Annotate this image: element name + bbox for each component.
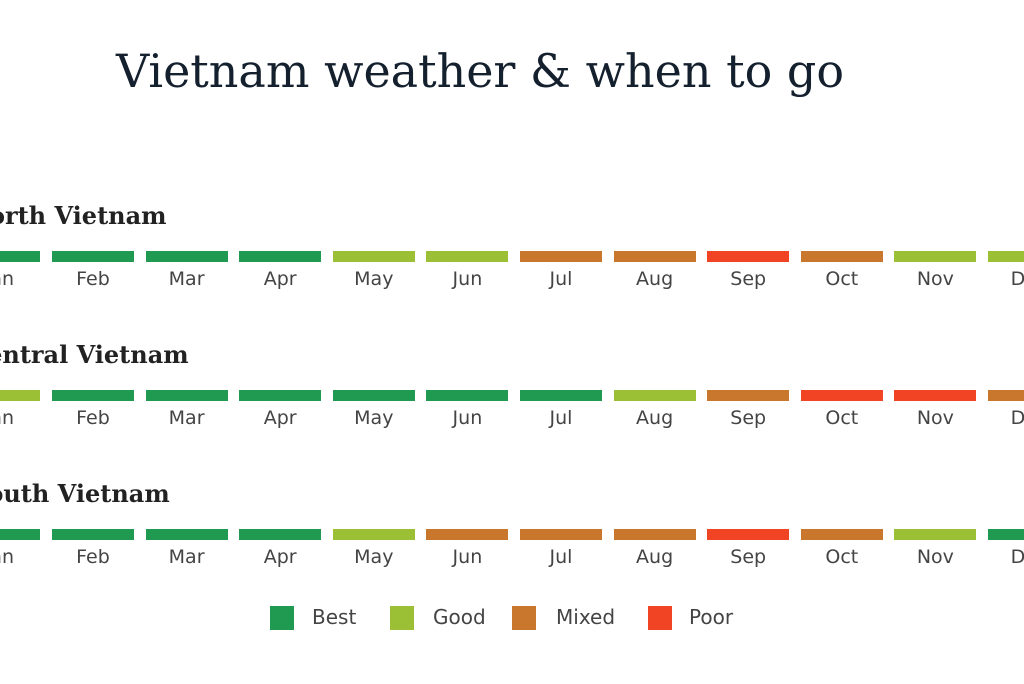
month-label: Jun [452,407,483,429]
rating-bar [52,529,134,540]
month-label: Mar [168,268,205,290]
legend-label: Poor [689,605,734,629]
month-label: Nov [916,546,954,568]
rating-bar [239,390,322,401]
month-label: May [354,407,394,429]
month-label: Sep [730,268,767,290]
rating-bar [52,251,134,262]
month-label: Oct [825,546,859,568]
month-label: Nov [916,407,954,429]
region-heading: South Vietnam [0,479,170,508]
rating-bar [332,529,415,540]
month-label: Jan [0,407,15,429]
month-label: Jan [0,546,15,568]
rating-bar [894,251,977,262]
rating-bar [52,390,134,401]
month-label: May [354,268,394,290]
rating-bar [145,251,228,262]
month-label: Feb [76,407,110,429]
rating-bar [520,251,602,262]
rating-bar [0,251,41,262]
month-label: Aug [636,546,674,568]
legend-label: Mixed [556,605,616,629]
month-label: Feb [76,546,110,568]
month-label: Aug [636,268,674,290]
rating-bar [613,529,696,540]
rating-bar [145,529,228,540]
rating-bar [988,390,1024,401]
legend-swatch [648,606,672,630]
page-title: Vietnam weather & when to go [115,44,845,98]
month-label: Mar [168,546,205,568]
month-label: Jun [452,268,483,290]
month-label: Apr [263,268,297,290]
month-label: Dec [1010,546,1024,568]
rating-bar [426,251,509,262]
month-label: Apr [263,546,297,568]
rating-bar [332,390,415,401]
rating-bar [332,251,415,262]
month-label: May [354,546,394,568]
month-label: Jul [549,407,573,429]
rating-bar [0,390,41,401]
rating-bar [520,390,602,401]
month-label: Oct [825,268,859,290]
month-label: Aug [636,407,674,429]
rating-bar [426,390,509,401]
month-label: Apr [263,407,297,429]
rating-bar [707,390,790,401]
month-label: Jun [452,546,483,568]
rating-bar [145,390,228,401]
rating-bar [239,529,322,540]
rating-bar [239,251,322,262]
rating-bar [520,529,602,540]
region-heading: Central Vietnam [0,340,189,369]
month-label: Dec [1010,268,1024,290]
rating-bar [613,390,696,401]
month-label: Jul [549,268,573,290]
month-label: Feb [76,268,110,290]
month-label: Sep [730,546,767,568]
legend-swatch [512,606,536,630]
rating-bar [707,251,790,262]
month-label: Jan [0,268,15,290]
legend-swatch [270,606,294,630]
rating-bar [800,529,883,540]
rating-bar [0,529,41,540]
rating-bar [894,390,977,401]
region-heading: North Vietnam [0,201,167,230]
month-label: Dec [1010,407,1024,429]
month-label: Mar [168,407,205,429]
rating-bar [988,251,1024,262]
legend-label: Good [433,605,486,629]
rating-bar [988,529,1024,540]
month-label: Sep [730,407,767,429]
rating-bar [894,529,977,540]
legend-label: Best [312,605,357,629]
rating-bar [800,390,883,401]
rating-bar [707,529,790,540]
month-label: Nov [916,268,954,290]
legend-swatch [390,606,414,630]
rating-bar [613,251,696,262]
rating-bar [800,251,883,262]
month-label: Jul [549,546,573,568]
month-label: Oct [825,407,859,429]
rating-bar [426,529,509,540]
